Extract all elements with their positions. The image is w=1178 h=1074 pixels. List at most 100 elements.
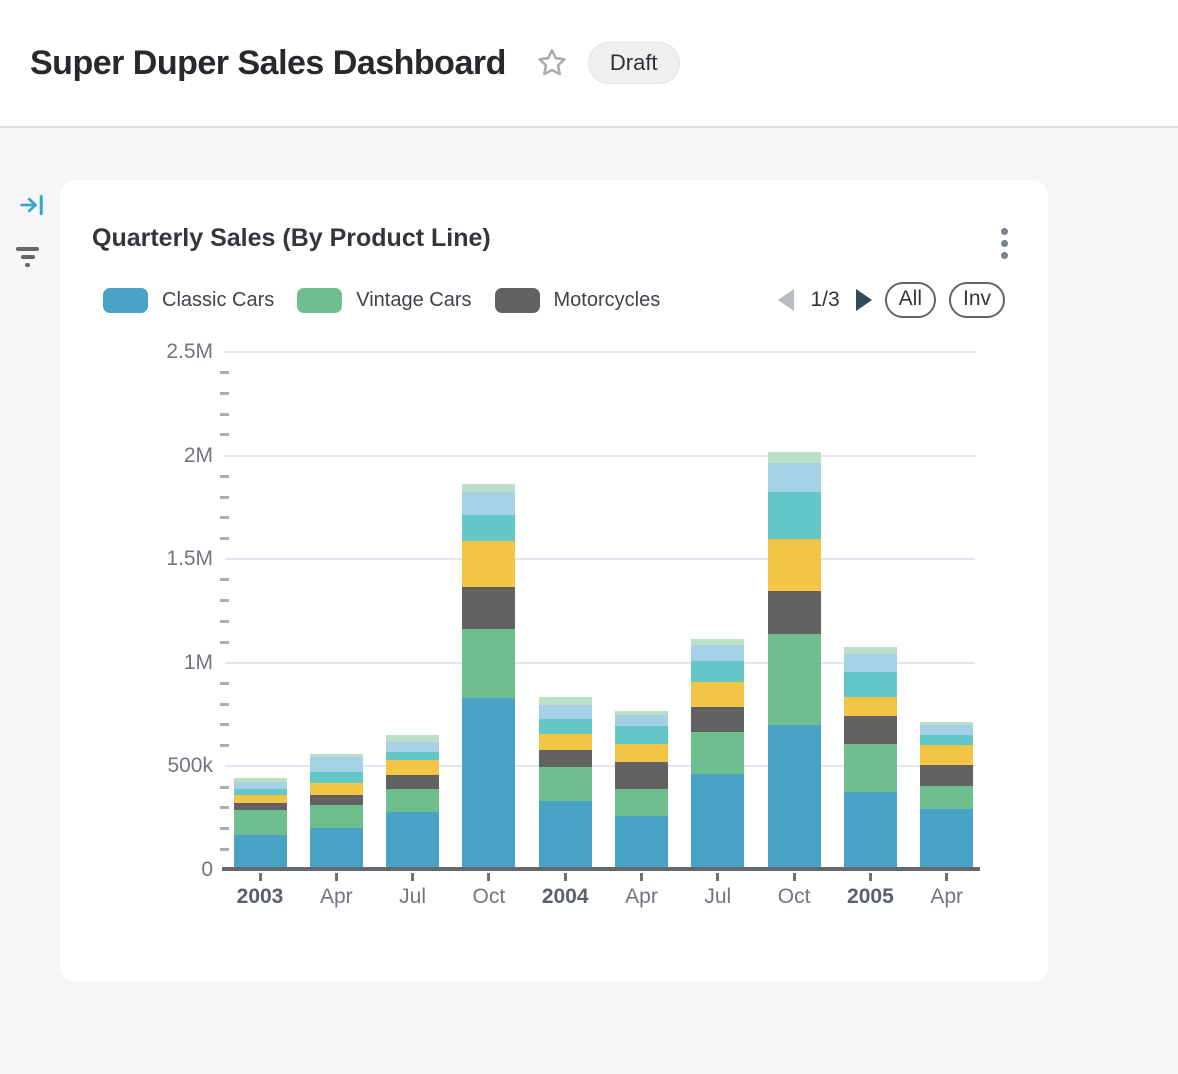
bar-segment[interactable] — [843, 646, 897, 655]
bar-segment[interactable] — [920, 745, 974, 765]
legend-page-indicator: 1/3 — [810, 288, 840, 311]
legend-item-vintage-cars[interactable]: Vintage Cars — [297, 287, 472, 313]
bar-segment[interactable] — [309, 772, 363, 784]
bar-segment[interactable] — [386, 789, 440, 812]
bar-segment[interactable] — [538, 767, 592, 801]
bar-segment[interactable] — [233, 795, 287, 804]
bar-jul-2[interactable] — [386, 734, 440, 870]
bar-segment[interactable] — [691, 681, 745, 708]
bar-segment[interactable] — [386, 759, 440, 775]
bar-segment[interactable] — [538, 800, 592, 870]
bar-segment[interactable] — [309, 805, 363, 828]
bar-segment[interactable] — [309, 795, 363, 806]
bar-segment[interactable] — [691, 639, 745, 646]
bar-oct-3[interactable] — [462, 484, 516, 870]
bar-segment[interactable] — [309, 827, 363, 870]
x-axis-label: 2003 — [236, 885, 284, 908]
legend-swatch — [297, 287, 343, 313]
bar-segment[interactable] — [615, 762, 668, 789]
bar-apr-5[interactable] — [615, 710, 668, 870]
x-axis-tick — [945, 873, 949, 881]
bar-segment[interactable] — [386, 741, 440, 753]
bar-segment[interactable] — [615, 788, 668, 816]
expand-panel-button[interactable] — [19, 192, 45, 223]
bar-segment[interactable] — [767, 491, 821, 539]
bar-segment[interactable] — [615, 743, 668, 763]
bar-segment[interactable] — [233, 777, 287, 782]
bar-segment[interactable] — [538, 750, 592, 768]
bar-segment[interactable] — [233, 809, 287, 836]
bar-segment[interactable] — [843, 716, 897, 744]
bar-apr-1[interactable] — [309, 753, 363, 870]
bar-segment[interactable] — [615, 815, 668, 870]
bar-segment[interactable] — [767, 590, 821, 635]
bar-segment[interactable] — [462, 540, 516, 588]
bar-segment[interactable] — [386, 811, 440, 870]
bar-segment[interactable] — [767, 451, 821, 464]
bar-segment[interactable] — [767, 634, 821, 726]
bar-segment[interactable] — [691, 773, 745, 870]
invert-selection-button[interactable]: Inv — [948, 282, 1005, 318]
filter-button[interactable] — [16, 247, 39, 267]
bar-segment[interactable] — [920, 734, 974, 746]
bar-segment[interactable] — [538, 733, 592, 751]
bar-segment[interactable] — [920, 721, 974, 726]
legend-item-motorcycles[interactable]: Motorcycles — [494, 287, 660, 313]
bar-segment[interactable] — [920, 764, 974, 786]
bar-segment[interactable] — [233, 835, 287, 870]
bar-segment[interactable] — [462, 484, 516, 492]
bar-segment[interactable] — [309, 783, 363, 796]
bar-segment[interactable] — [843, 791, 897, 870]
bar-segment[interactable] — [691, 732, 745, 774]
bar-segment[interactable] — [920, 808, 974, 870]
bar-apr-9[interactable] — [920, 721, 974, 870]
card-menu-button[interactable] — [999, 226, 1010, 261]
bar-segment[interactable] — [386, 752, 440, 760]
bar-segment[interactable] — [843, 743, 897, 792]
favorite-button[interactable] — [534, 45, 570, 81]
bar-segment[interactable] — [538, 705, 592, 719]
bar-segment[interactable] — [462, 587, 516, 629]
bar-segment[interactable] — [767, 538, 821, 591]
bar-segment[interactable] — [615, 710, 668, 715]
bar-segment[interactable] — [843, 671, 897, 697]
bar-segment[interactable] — [309, 756, 363, 773]
bar-segment[interactable] — [615, 725, 668, 744]
bar-segment[interactable] — [691, 645, 745, 662]
bar-segment[interactable] — [309, 753, 363, 757]
bar-segment[interactable] — [615, 714, 668, 726]
legend-item-classic-cars[interactable]: Classic Cars — [103, 287, 274, 313]
bar-segment[interactable] — [462, 514, 516, 541]
bar-segment[interactable] — [767, 725, 821, 870]
bar-2004-4[interactable] — [538, 696, 592, 870]
bar-segment[interactable] — [538, 696, 592, 706]
bar-segment[interactable] — [386, 734, 440, 742]
filter-icon — [16, 247, 39, 251]
bar-segment[interactable] — [691, 707, 745, 733]
bar-segment[interactable] — [691, 661, 745, 682]
bar-2005-8[interactable] — [843, 646, 897, 870]
bar-2003-0[interactable] — [233, 777, 287, 870]
bar-jul-6[interactable] — [691, 639, 745, 870]
bar-segment[interactable] — [920, 785, 974, 809]
legend-next-page-button[interactable] — [855, 289, 872, 311]
x-axis-tick — [716, 873, 720, 881]
bar-segment[interactable] — [233, 803, 287, 810]
bar-segment[interactable] — [538, 718, 592, 734]
bar-oct-7[interactable] — [767, 451, 821, 870]
legend-swatch — [494, 287, 540, 313]
bar-segment[interactable] — [233, 789, 287, 796]
bar-segment[interactable] — [233, 781, 287, 790]
bar-segment[interactable] — [843, 696, 897, 717]
bar-segment[interactable] — [767, 463, 821, 492]
bar-segment[interactable] — [386, 774, 440, 790]
bar-segment[interactable] — [843, 654, 897, 672]
select-all-button[interactable]: All — [884, 282, 936, 318]
y-minor-tick — [220, 516, 229, 520]
bar-segment[interactable] — [462, 698, 516, 870]
gridline — [225, 558, 975, 561]
bar-segment[interactable] — [920, 725, 974, 735]
bar-segment[interactable] — [462, 628, 516, 699]
legend-prev-page-button[interactable] — [778, 289, 795, 311]
bar-segment[interactable] — [462, 491, 516, 515]
